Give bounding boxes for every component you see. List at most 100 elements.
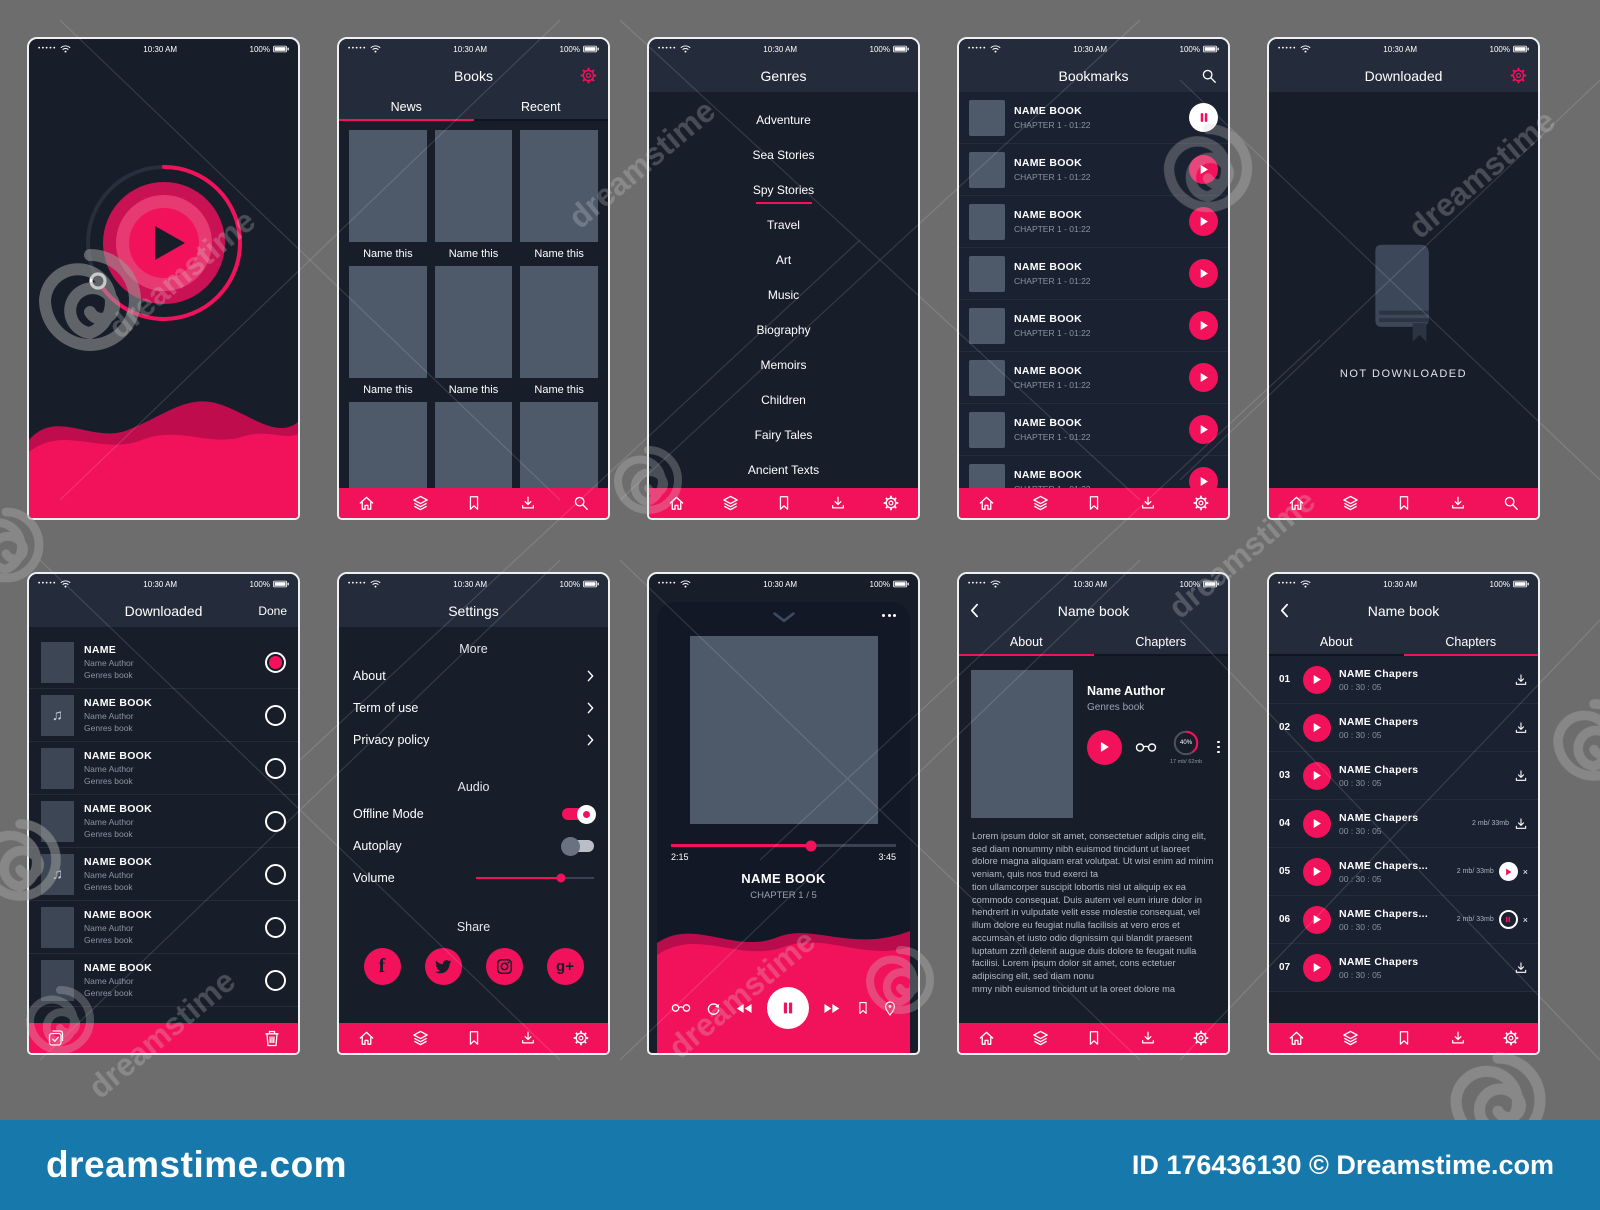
- download-icon[interactable]: [1140, 495, 1156, 511]
- list-item[interactable]: NAME Name Author Genres book: [29, 636, 298, 689]
- collapse-chevron-icon[interactable]: [773, 612, 795, 623]
- bookmark-icon[interactable]: [466, 495, 482, 511]
- layers-icon[interactable]: [1032, 495, 1049, 512]
- bookmark-item[interactable]: NAME BOOK CHAPTER 1 - 01:22: [959, 92, 1228, 144]
- book-cover[interactable]: [520, 130, 598, 242]
- genre-item[interactable]: Adventure: [756, 112, 811, 127]
- chapter-row[interactable]: 03 NAME Chapers 00 : 30 : 05: [1269, 752, 1538, 800]
- big-play-button[interactable]: [76, 155, 252, 331]
- cancel-icon[interactable]: ×: [1522, 914, 1528, 925]
- play-button[interactable]: [1303, 809, 1331, 838]
- settings-row-privacy[interactable]: Privacy policy: [339, 724, 608, 756]
- home-icon[interactable]: [1288, 495, 1305, 512]
- layers-icon[interactable]: [1342, 495, 1359, 512]
- layers-icon[interactable]: [412, 495, 429, 512]
- bookmark-item[interactable]: NAME BOOK CHAPTER 1 - 01:22: [959, 404, 1228, 456]
- play-button[interactable]: [1189, 207, 1218, 236]
- chapter-row[interactable]: 05 NAME Chapers... 00 : 30 : 05 2 mb/ 33m…: [1269, 848, 1538, 896]
- genre-item[interactable]: Fairy Tales: [754, 427, 813, 442]
- bookmark-icon[interactable]: [1396, 1030, 1412, 1046]
- settings-gear-icon[interactable]: [1193, 495, 1209, 511]
- trash-icon[interactable]: [264, 1029, 280, 1047]
- settings-gear-icon[interactable]: [1193, 1030, 1209, 1046]
- play-button[interactable]: [1189, 311, 1218, 340]
- twitter-button[interactable]: [424, 948, 462, 985]
- list-item[interactable]: ♫ NAME BOOK Name Author Genres book: [29, 689, 298, 742]
- more-options-icon[interactable]: [882, 614, 896, 617]
- genre-item-active[interactable]: Spy Stories: [649, 172, 918, 207]
- progress-handle[interactable]: [88, 272, 107, 290]
- settings-gear-icon[interactable]: [573, 1030, 589, 1046]
- layers-icon[interactable]: [1342, 1030, 1359, 1047]
- bookmark-icon[interactable]: [466, 1030, 482, 1046]
- bookmark-item[interactable]: NAME BOOK CHAPTER 1 - 01:22: [959, 300, 1228, 352]
- play-button[interactable]: [1189, 363, 1218, 392]
- download-icon[interactable]: [1450, 495, 1466, 511]
- back-icon[interactable]: [1280, 603, 1289, 618]
- download-icon[interactable]: [1514, 673, 1528, 687]
- genre-item[interactable]: Ancient Texts: [747, 462, 820, 477]
- select-radio[interactable]: [265, 810, 286, 832]
- play-button[interactable]: [1303, 665, 1331, 694]
- book-cover[interactable]: [434, 266, 513, 378]
- genre-item[interactable]: Children: [761, 392, 806, 407]
- tab-recent[interactable]: Recent: [473, 92, 609, 121]
- book-cover[interactable]: [349, 130, 427, 242]
- book-cover[interactable]: [349, 266, 427, 378]
- bookmark-item[interactable]: NAME BOOK CHAPTER 1 - 01:22: [959, 352, 1228, 404]
- download-icon[interactable]: [1140, 1030, 1156, 1046]
- list-item[interactable]: NAME BOOK Name Author Genres book: [29, 742, 298, 795]
- bookmark-icon[interactable]: [776, 495, 792, 511]
- bookmark-item[interactable]: NAME BOOK CHAPTER 1 - 01:22: [959, 248, 1228, 300]
- settings-row-terms[interactable]: Term of use: [339, 692, 608, 724]
- bookmark-icon[interactable]: [1086, 495, 1102, 511]
- select-radio[interactable]: [265, 757, 286, 779]
- search-icon[interactable]: [1503, 495, 1519, 511]
- facebook-button[interactable]: f: [363, 948, 401, 985]
- genre-item[interactable]: Travel: [767, 217, 800, 232]
- playback-progress-bar[interactable]: [671, 840, 896, 851]
- google-plus-button[interactable]: g+: [546, 948, 584, 985]
- back-icon[interactable]: [970, 603, 979, 618]
- chapter-row[interactable]: 01 NAME Chapers 00 : 30 : 05: [1269, 656, 1538, 704]
- list-item[interactable]: ♫ NAME BOOK Name Author Genres book: [29, 848, 298, 901]
- download-icon[interactable]: [1514, 721, 1528, 735]
- genre-item[interactable]: Biography: [756, 322, 811, 337]
- play-button[interactable]: [1189, 415, 1218, 444]
- layers-icon[interactable]: [722, 495, 739, 512]
- play-button[interactable]: [1303, 713, 1331, 742]
- remove-icon[interactable]: ×: [1522, 866, 1528, 877]
- bookmark-item[interactable]: NAME BOOK CHAPTER 1 - 01:22: [959, 196, 1228, 248]
- chapter-row[interactable]: 02 NAME Chapers 00 : 30 : 05: [1269, 704, 1538, 752]
- download-icon[interactable]: [520, 495, 536, 511]
- layers-icon[interactable]: [412, 1030, 429, 1047]
- list-item[interactable]: NAME BOOK Name Author Genres book: [29, 795, 298, 848]
- tab-about[interactable]: About: [959, 627, 1094, 656]
- chapter-row[interactable]: 07 NAME Chapers 00 : 30 : 05: [1269, 944, 1538, 992]
- done-button[interactable]: Done: [258, 603, 287, 618]
- repeat-icon[interactable]: [706, 1001, 721, 1016]
- rewind-icon[interactable]: [735, 1003, 753, 1014]
- glasses-icon[interactable]: [1135, 742, 1157, 753]
- progress-handle[interactable]: [805, 840, 816, 851]
- settings-gear-icon[interactable]: [580, 67, 597, 84]
- play-button[interactable]: [1303, 761, 1331, 790]
- home-icon[interactable]: [358, 1030, 375, 1047]
- genre-item[interactable]: Memoirs: [760, 357, 807, 372]
- download-icon[interactable]: [830, 495, 846, 511]
- select-radio-checked[interactable]: [265, 651, 286, 673]
- play-button[interactable]: [1303, 905, 1331, 934]
- bookmark-item[interactable]: NAME BOOK CHAPTER 1 - 01:22: [959, 144, 1228, 196]
- slider-handle[interactable]: [556, 873, 566, 883]
- play-button[interactable]: [1303, 953, 1331, 982]
- download-progress-ring[interactable]: 40%: [1172, 729, 1200, 757]
- home-icon[interactable]: [358, 495, 375, 512]
- settings-row-about[interactable]: About: [339, 660, 608, 692]
- tab-news[interactable]: News: [339, 92, 474, 121]
- chapter-row[interactable]: 04 NAME Chapers 00 : 30 : 05 2 mb/ 33mb: [1269, 800, 1538, 848]
- select-radio[interactable]: [265, 704, 286, 726]
- book-cover[interactable]: [434, 130, 513, 242]
- play-icon[interactable]: [154, 226, 185, 260]
- pause-button[interactable]: [767, 987, 809, 1029]
- downloading-pause-button[interactable]: [1498, 910, 1518, 929]
